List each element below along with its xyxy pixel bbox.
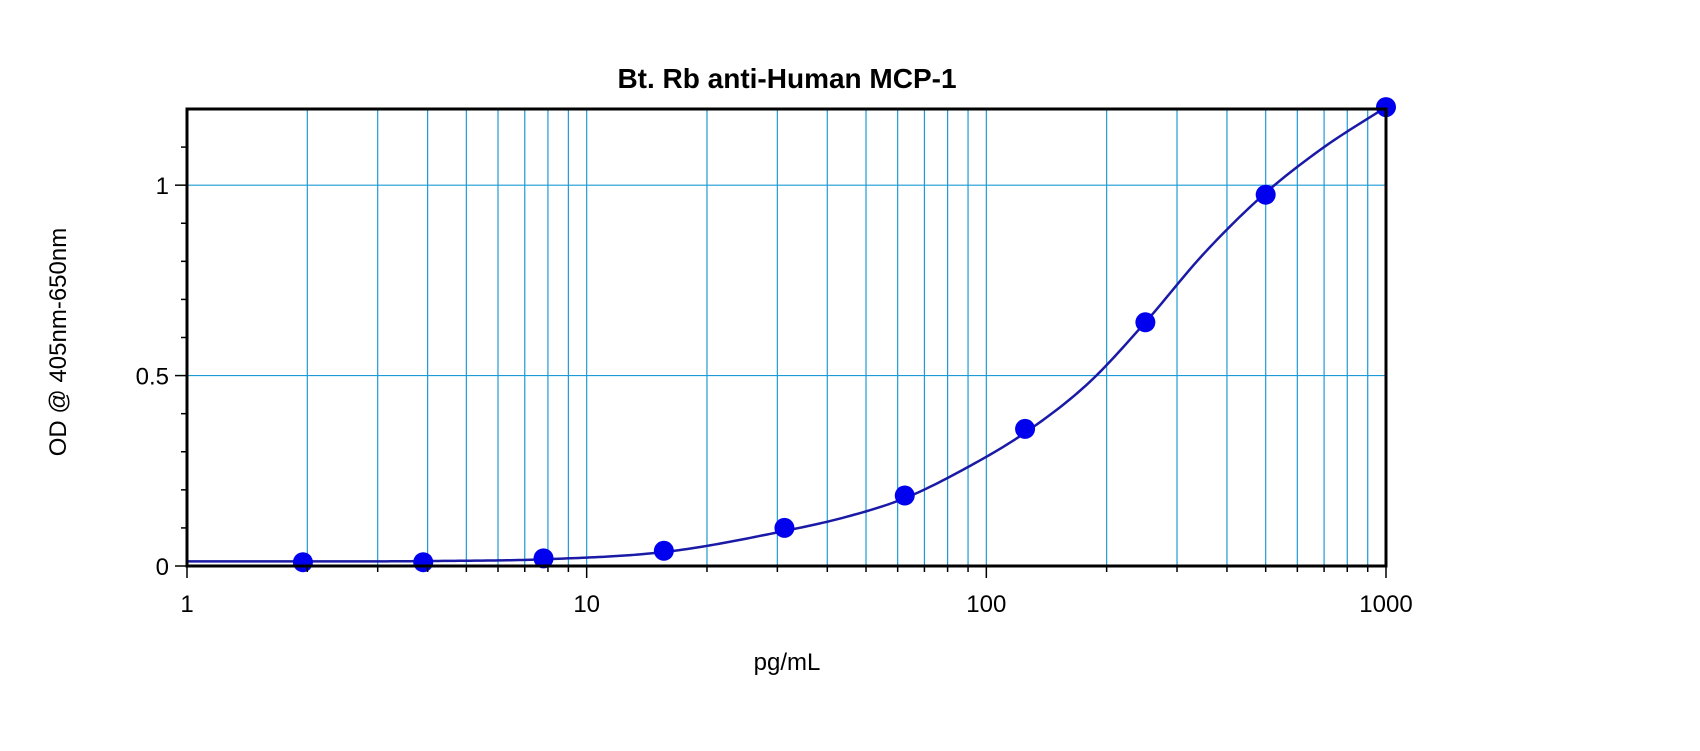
grid-lines: [187, 109, 1386, 566]
data-point: [653, 540, 674, 561]
x-tick-label: 1000: [1359, 591, 1412, 618]
fit-curve-layer: [187, 106, 1387, 563]
axis-ticks-layer: 1 10 100 1000 0 0.5 1: [136, 146, 1413, 618]
x-tick-label: 1: [180, 591, 193, 618]
data-point: [774, 517, 795, 538]
fit-curve-line: [187, 106, 1387, 563]
data-point: [292, 552, 313, 573]
y-tick-label: 0.5: [136, 364, 169, 391]
y-tick-label: 1: [156, 173, 169, 200]
data-point: [1376, 97, 1396, 118]
x-tick-label: 10: [573, 591, 600, 618]
plot-frame-layer: [185, 107, 1388, 568]
y-axis-label: OD @ 405nm-650nm: [45, 228, 72, 456]
data-point: [1255, 184, 1276, 205]
data-points-layer: [292, 97, 1396, 573]
data-point: [533, 548, 554, 569]
x-tick-label: 100: [966, 591, 1006, 618]
y-tick-label: 0: [156, 554, 169, 581]
data-point: [1135, 312, 1156, 333]
x-axis-label: pg/mL: [754, 649, 821, 676]
chart-title: Bt. Rb anti-Human MCP-1: [617, 63, 956, 94]
plot-frame: [185, 107, 1388, 568]
data-point: [1015, 418, 1036, 439]
data-point: [413, 552, 434, 573]
data-point: [894, 485, 915, 506]
